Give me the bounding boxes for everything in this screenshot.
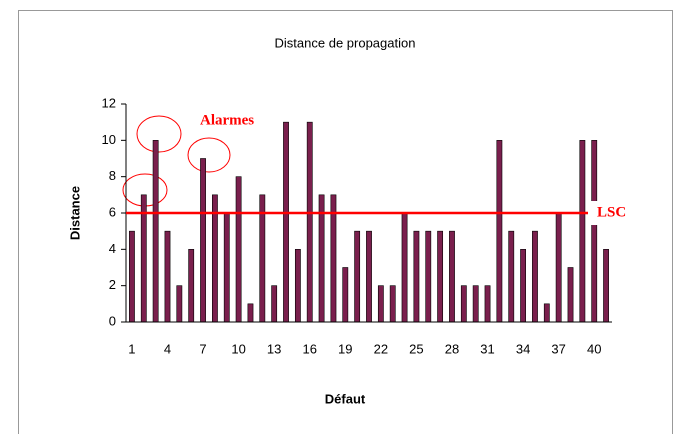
x-tick-label: 31 — [480, 341, 494, 356]
threshold-label: LSC — [597, 204, 626, 220]
bar — [366, 230, 372, 323]
threshold-label-box — [588, 201, 638, 225]
bar — [520, 249, 526, 323]
bar — [460, 285, 467, 323]
bar — [176, 285, 183, 323]
bar — [508, 230, 515, 323]
bar — [377, 285, 384, 323]
x-tick-label: 40 — [587, 341, 601, 356]
bar — [579, 140, 586, 323]
bar — [401, 212, 408, 323]
bar — [425, 230, 432, 323]
annotation: Alarmes — [200, 112, 254, 128]
bar — [591, 140, 598, 323]
bar — [271, 285, 278, 323]
x-tick-label: 13 — [267, 341, 281, 356]
bar — [283, 121, 289, 323]
x-tick-label: 16 — [302, 341, 316, 356]
chart-frame — [18, 10, 673, 434]
x-tick-label: 4 — [164, 341, 171, 356]
x-tick-label: 37 — [551, 341, 565, 356]
bar — [555, 212, 562, 323]
y-tick-label: 12 — [102, 95, 116, 110]
y-tick-label: 4 — [109, 241, 116, 256]
x-tick-label: 1 — [128, 341, 135, 356]
y-tick-label: 10 — [102, 132, 116, 147]
bar — [164, 230, 171, 323]
bar — [247, 303, 254, 323]
bar — [235, 176, 242, 323]
bar — [200, 158, 206, 323]
bar — [543, 303, 550, 323]
chart-title: Distance de propagation — [275, 35, 416, 50]
y-axis-label: Distance — [67, 186, 82, 240]
x-tick-label: 28 — [445, 341, 459, 356]
x-tick-label: 22 — [374, 341, 388, 356]
bar — [188, 249, 195, 323]
x-tick-label: 7 — [199, 341, 206, 356]
bar — [496, 140, 503, 323]
y-tick-label: 6 — [109, 204, 116, 219]
bar — [484, 285, 491, 323]
bar — [306, 121, 313, 323]
bar — [413, 230, 420, 323]
x-axis-label: Défaut — [325, 391, 366, 406]
y-tick-label: 2 — [109, 277, 116, 292]
bar — [129, 230, 135, 323]
x-tick-label: 19 — [338, 341, 352, 356]
bar — [354, 230, 361, 323]
y-tick-label: 0 — [109, 313, 116, 328]
bar — [532, 230, 538, 323]
bar — [223, 212, 230, 323]
x-tick-label: 34 — [516, 341, 530, 356]
alarm-circle — [187, 137, 231, 173]
bar — [567, 267, 574, 323]
bar — [389, 285, 396, 323]
bar — [294, 249, 301, 323]
bar — [472, 285, 479, 323]
bar — [603, 249, 609, 323]
x-tick-label: 10 — [231, 341, 245, 356]
bar — [152, 140, 159, 323]
x-tick-label: 25 — [409, 341, 423, 356]
bar — [437, 230, 444, 323]
y-tick-label: 8 — [109, 168, 116, 183]
alarm-circle — [136, 115, 182, 153]
bar — [449, 230, 455, 323]
bar — [342, 267, 349, 323]
